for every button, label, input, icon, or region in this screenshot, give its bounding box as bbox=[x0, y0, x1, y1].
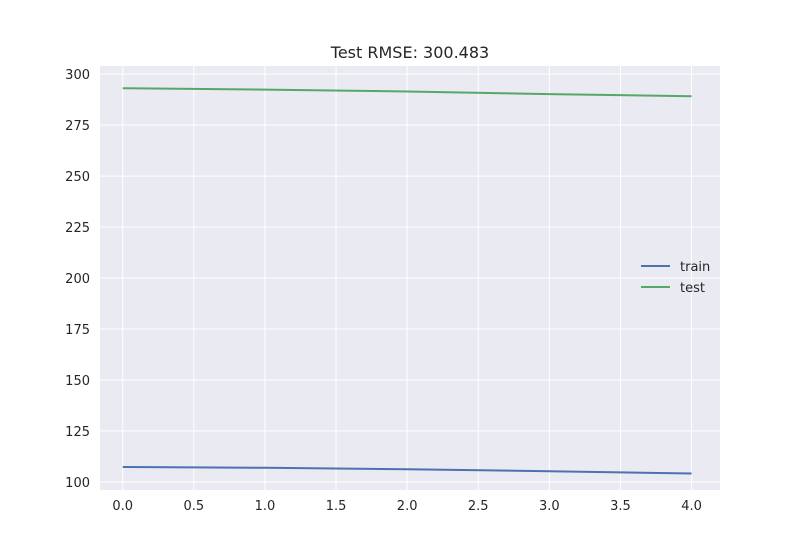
x-tick-label: 2.0 bbox=[397, 499, 418, 514]
series-line-test bbox=[122, 87, 692, 98]
x-tick-label: 0.5 bbox=[184, 499, 205, 514]
y-tick-label: 300 bbox=[65, 68, 90, 83]
y-tick-label: 150 bbox=[65, 374, 90, 389]
y-tick-label: 200 bbox=[65, 272, 90, 287]
x-tick-label: 3.5 bbox=[610, 499, 631, 514]
y-tick-label: 275 bbox=[65, 119, 90, 134]
x-tick-label: 1.0 bbox=[255, 499, 276, 514]
y-tick-label: 175 bbox=[65, 323, 90, 338]
grid bbox=[100, 66, 720, 490]
x-tick-label: 3.0 bbox=[539, 499, 560, 514]
x-tick-label: 2.5 bbox=[468, 499, 489, 514]
x-axis: 0.0 0.5 1.0 1.5 2.0 2.5 3.0 3.5 4.0 bbox=[112, 499, 701, 514]
x-tick-label: 0.0 bbox=[112, 499, 133, 514]
y-tick-label: 100 bbox=[65, 476, 90, 491]
legend-label-train: train bbox=[680, 260, 710, 275]
y-tick-label: 250 bbox=[65, 170, 90, 185]
y-tick-label: 125 bbox=[65, 425, 90, 440]
chart-title: Test RMSE: 300.483 bbox=[330, 43, 489, 62]
y-tick-label: 225 bbox=[65, 221, 90, 236]
legend-label-test: test bbox=[680, 281, 705, 296]
legend: train test bbox=[641, 260, 710, 296]
y-axis: 100 125 150 175 200 225 250 275 300 bbox=[65, 68, 90, 491]
series-line-train bbox=[122, 466, 692, 475]
series-layer bbox=[122, 87, 692, 475]
x-tick-label: 1.5 bbox=[326, 499, 347, 514]
x-tick-label: 4.0 bbox=[681, 499, 702, 514]
